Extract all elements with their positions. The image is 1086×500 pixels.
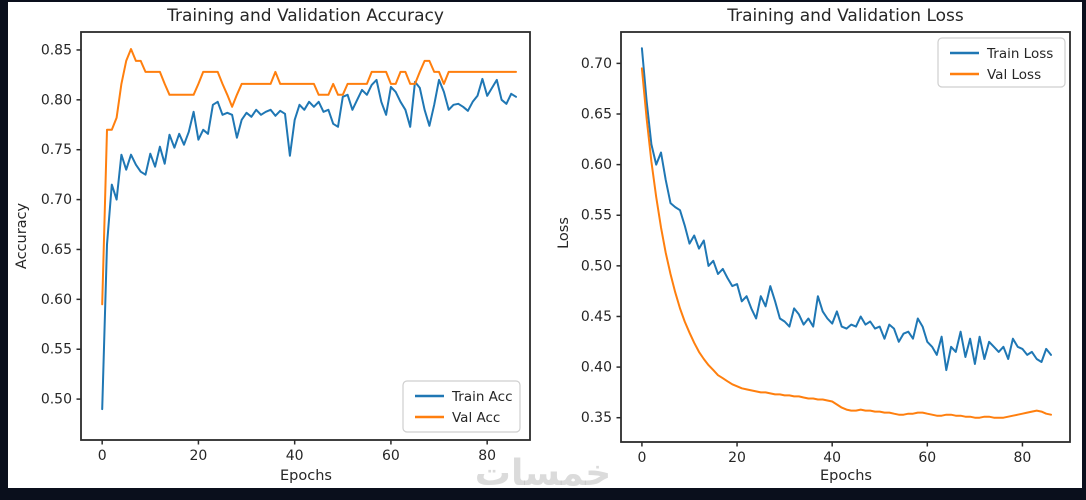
y-tick-label: 0.70: [41, 192, 72, 208]
accuracy-y-axis-label: Accuracy: [14, 202, 30, 270]
loss-chart-title: Training and Validation Loss: [727, 6, 964, 26]
axes-frame: [620, 31, 1071, 443]
y-tick-label: 0.50: [41, 392, 72, 408]
train-loss-line: [640, 47, 1052, 372]
accuracy-chart-title: Training and Validation Accuracy: [167, 6, 444, 26]
y-tick-label: 0.55: [581, 208, 612, 224]
legend-label-train-loss: Train Loss: [986, 46, 1053, 62]
y-tick-label: 0.65: [41, 242, 72, 258]
x-tick-label: 20: [190, 448, 208, 464]
loss-x-axis-label: Epochs: [820, 468, 872, 484]
y-tick-label: 0.60: [41, 292, 72, 308]
x-tick-label: 80: [1014, 450, 1032, 466]
y-tick-label: 0.40: [581, 360, 612, 376]
loss-y-axis-label: Loss: [556, 217, 572, 249]
y-tick-label: 0.55: [41, 342, 72, 358]
legend-label-val-loss: Val Loss: [987, 67, 1041, 83]
x-tick-label: 20: [728, 450, 746, 466]
y-tick-label: 0.45: [581, 309, 612, 325]
x-tick-label: 80: [478, 448, 496, 464]
val-loss-line: [640, 67, 1052, 419]
legend-box: [402, 380, 521, 433]
chart-accuracy: 0 20 40 60 80 0.50 0.55 0.60 0.65 0.70 0.75 0.80 0.8…: [41, 31, 531, 464]
bottom-frame-bar: [0, 488, 1086, 500]
watermark-text: خمسات: [474, 453, 612, 494]
train-acc-line: [101, 77, 517, 411]
val-acc-line: [101, 48, 517, 306]
x-tick-label: 0: [98, 448, 107, 464]
legend-label-train-acc: Train Acc: [451, 389, 513, 405]
legend-label-val-acc: Val Acc: [452, 410, 500, 426]
axes-frame: [80, 31, 531, 441]
x-tick-label: 0: [637, 450, 646, 466]
x-tick-label: 60: [382, 448, 400, 464]
x-tick-label: 40: [823, 450, 841, 466]
y-tick-label: 0.65: [581, 107, 612, 123]
figure-background: [8, 2, 1082, 488]
y-tick-label: 0.75: [41, 142, 72, 158]
chart-loss: 0 20 40 60 80 0.35 0.40 0.45 0.50 0.55 0.60 0.65 0.7…: [581, 31, 1071, 466]
y-tick-label: 0.50: [581, 258, 612, 274]
y-tick-label: 0.70: [581, 56, 612, 72]
y-tick-label: 0.60: [581, 157, 612, 173]
y-tick-label: 0.35: [581, 410, 612, 426]
accuracy-x-axis-label: Epochs: [280, 468, 332, 484]
x-tick-label: 60: [918, 450, 936, 466]
y-tick-label: 0.80: [41, 92, 72, 108]
x-tick-label: 40: [286, 448, 304, 464]
y-tick-label: 0.85: [41, 42, 72, 58]
